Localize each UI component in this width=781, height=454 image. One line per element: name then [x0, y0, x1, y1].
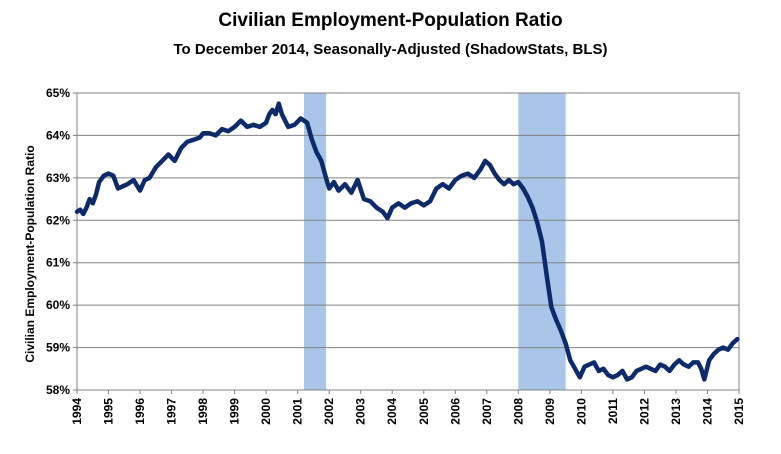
y-tick-labels: 58% 59% 60% 61% 62% 63% 64% 65% — [46, 86, 70, 397]
recession-band-1 — [303, 93, 327, 390]
y-tick-label: 63% — [46, 171, 70, 185]
x-tick-label: 1998 — [196, 398, 210, 425]
x-tick-label: 2011 — [606, 398, 620, 424]
x-tick-label: 1997 — [165, 398, 179, 425]
y-tick-label: 62% — [46, 213, 70, 227]
grid-lines — [77, 134, 739, 349]
x-tick-label: 2012 — [637, 398, 651, 425]
x-tick-label: 1994 — [70, 398, 84, 425]
x-tick-label: 1999 — [228, 398, 242, 425]
recession-bands — [303, 93, 566, 390]
x-tick-label: 1995 — [102, 398, 116, 425]
x-tick-label: 2003 — [354, 398, 368, 425]
y-tick-label: 60% — [46, 298, 70, 312]
x-tick-label: 2010 — [574, 398, 588, 425]
chart-title: Civilian Employment-Population Ratio — [218, 10, 563, 31]
y-tick-label: 61% — [46, 256, 70, 270]
plot-area-frame — [76, 92, 740, 391]
x-tick-label: 2000 — [259, 398, 273, 425]
y-tick-label: 59% — [46, 341, 70, 355]
y-tick-label: 65% — [46, 86, 70, 100]
series-line — [74, 101, 740, 382]
chart-subtitle: To December 2014, Seasonally-Adjusted (S… — [173, 41, 608, 58]
y-tick-label: 58% — [46, 383, 70, 397]
x-tick-label: 2014 — [700, 398, 714, 425]
x-tick-label: 2013 — [669, 398, 683, 425]
x-tick-label: 2005 — [417, 398, 431, 425]
y-tick-label: 64% — [46, 128, 70, 142]
x-tick-label: 2002 — [322, 398, 336, 425]
x-tick-label: 2006 — [448, 398, 462, 425]
x-tick-label: 2004 — [385, 398, 399, 425]
x-tick-label: 2008 — [511, 398, 525, 425]
x-tick-label: 1996 — [133, 398, 147, 425]
x-tick-label: 2007 — [480, 398, 494, 425]
x-tick-label: 2001 — [291, 398, 305, 425]
axis-ticks — [73, 92, 740, 394]
x-tick-label: 2015 — [732, 398, 746, 425]
x-tick-label: 2009 — [543, 398, 557, 425]
x-tick-labels: 1994 1995 1996 1997 1998 1999 2000 2001 2002 2003… — [70, 398, 746, 425]
